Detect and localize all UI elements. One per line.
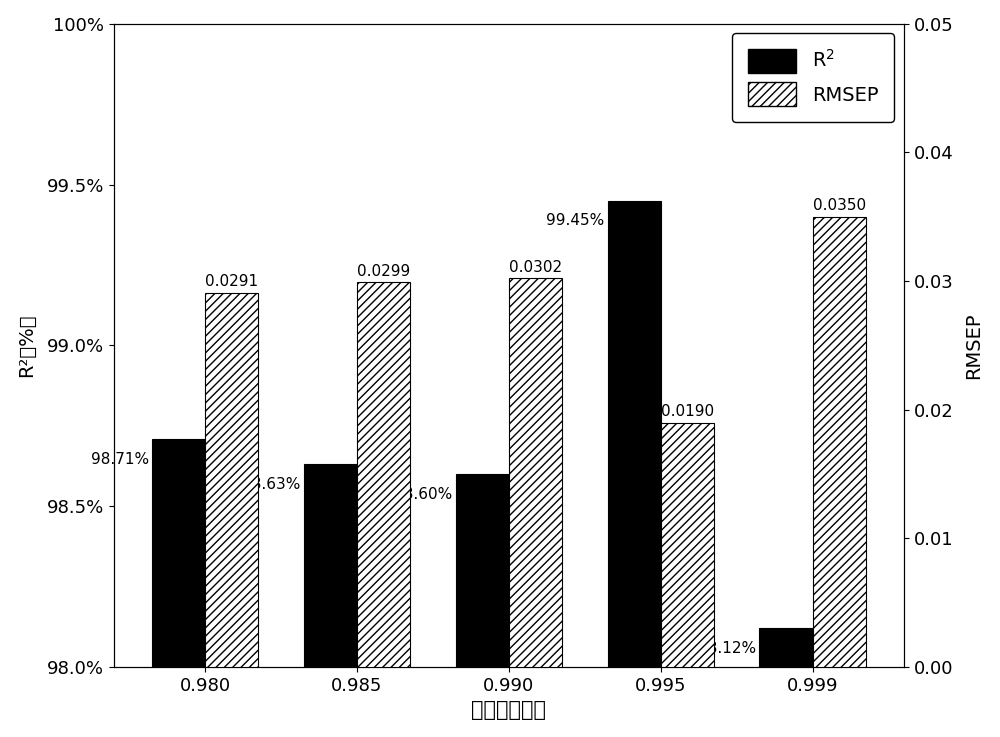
Text: 98.71%: 98.71%: [91, 452, 149, 467]
Y-axis label: RMSEP: RMSEP: [964, 312, 983, 379]
Text: 0.0350: 0.0350: [813, 198, 866, 214]
Bar: [357, 282, 410, 667]
Bar: [456, 474, 509, 737]
Text: 0.0302: 0.0302: [509, 260, 562, 275]
Bar: [152, 439, 205, 737]
Bar: [661, 422, 714, 667]
Bar: [205, 293, 258, 667]
Bar: [813, 217, 866, 667]
Text: 99.45%: 99.45%: [546, 214, 605, 228]
Text: 98.12%: 98.12%: [698, 641, 756, 657]
Legend: R$^2$, RMSEP: R$^2$, RMSEP: [732, 33, 894, 122]
Bar: [759, 629, 813, 737]
Text: 98.60%: 98.60%: [394, 487, 453, 502]
Bar: [608, 200, 661, 737]
Text: 0.0291: 0.0291: [205, 274, 258, 290]
Text: 0.0190: 0.0190: [661, 405, 714, 419]
Text: 98.63%: 98.63%: [242, 478, 301, 492]
Bar: [304, 464, 357, 737]
Y-axis label: R²（%）: R²（%）: [17, 314, 36, 377]
Bar: [509, 279, 562, 667]
X-axis label: 相关系数阈値: 相关系数阈値: [471, 700, 546, 720]
Text: 0.0299: 0.0299: [357, 264, 410, 279]
